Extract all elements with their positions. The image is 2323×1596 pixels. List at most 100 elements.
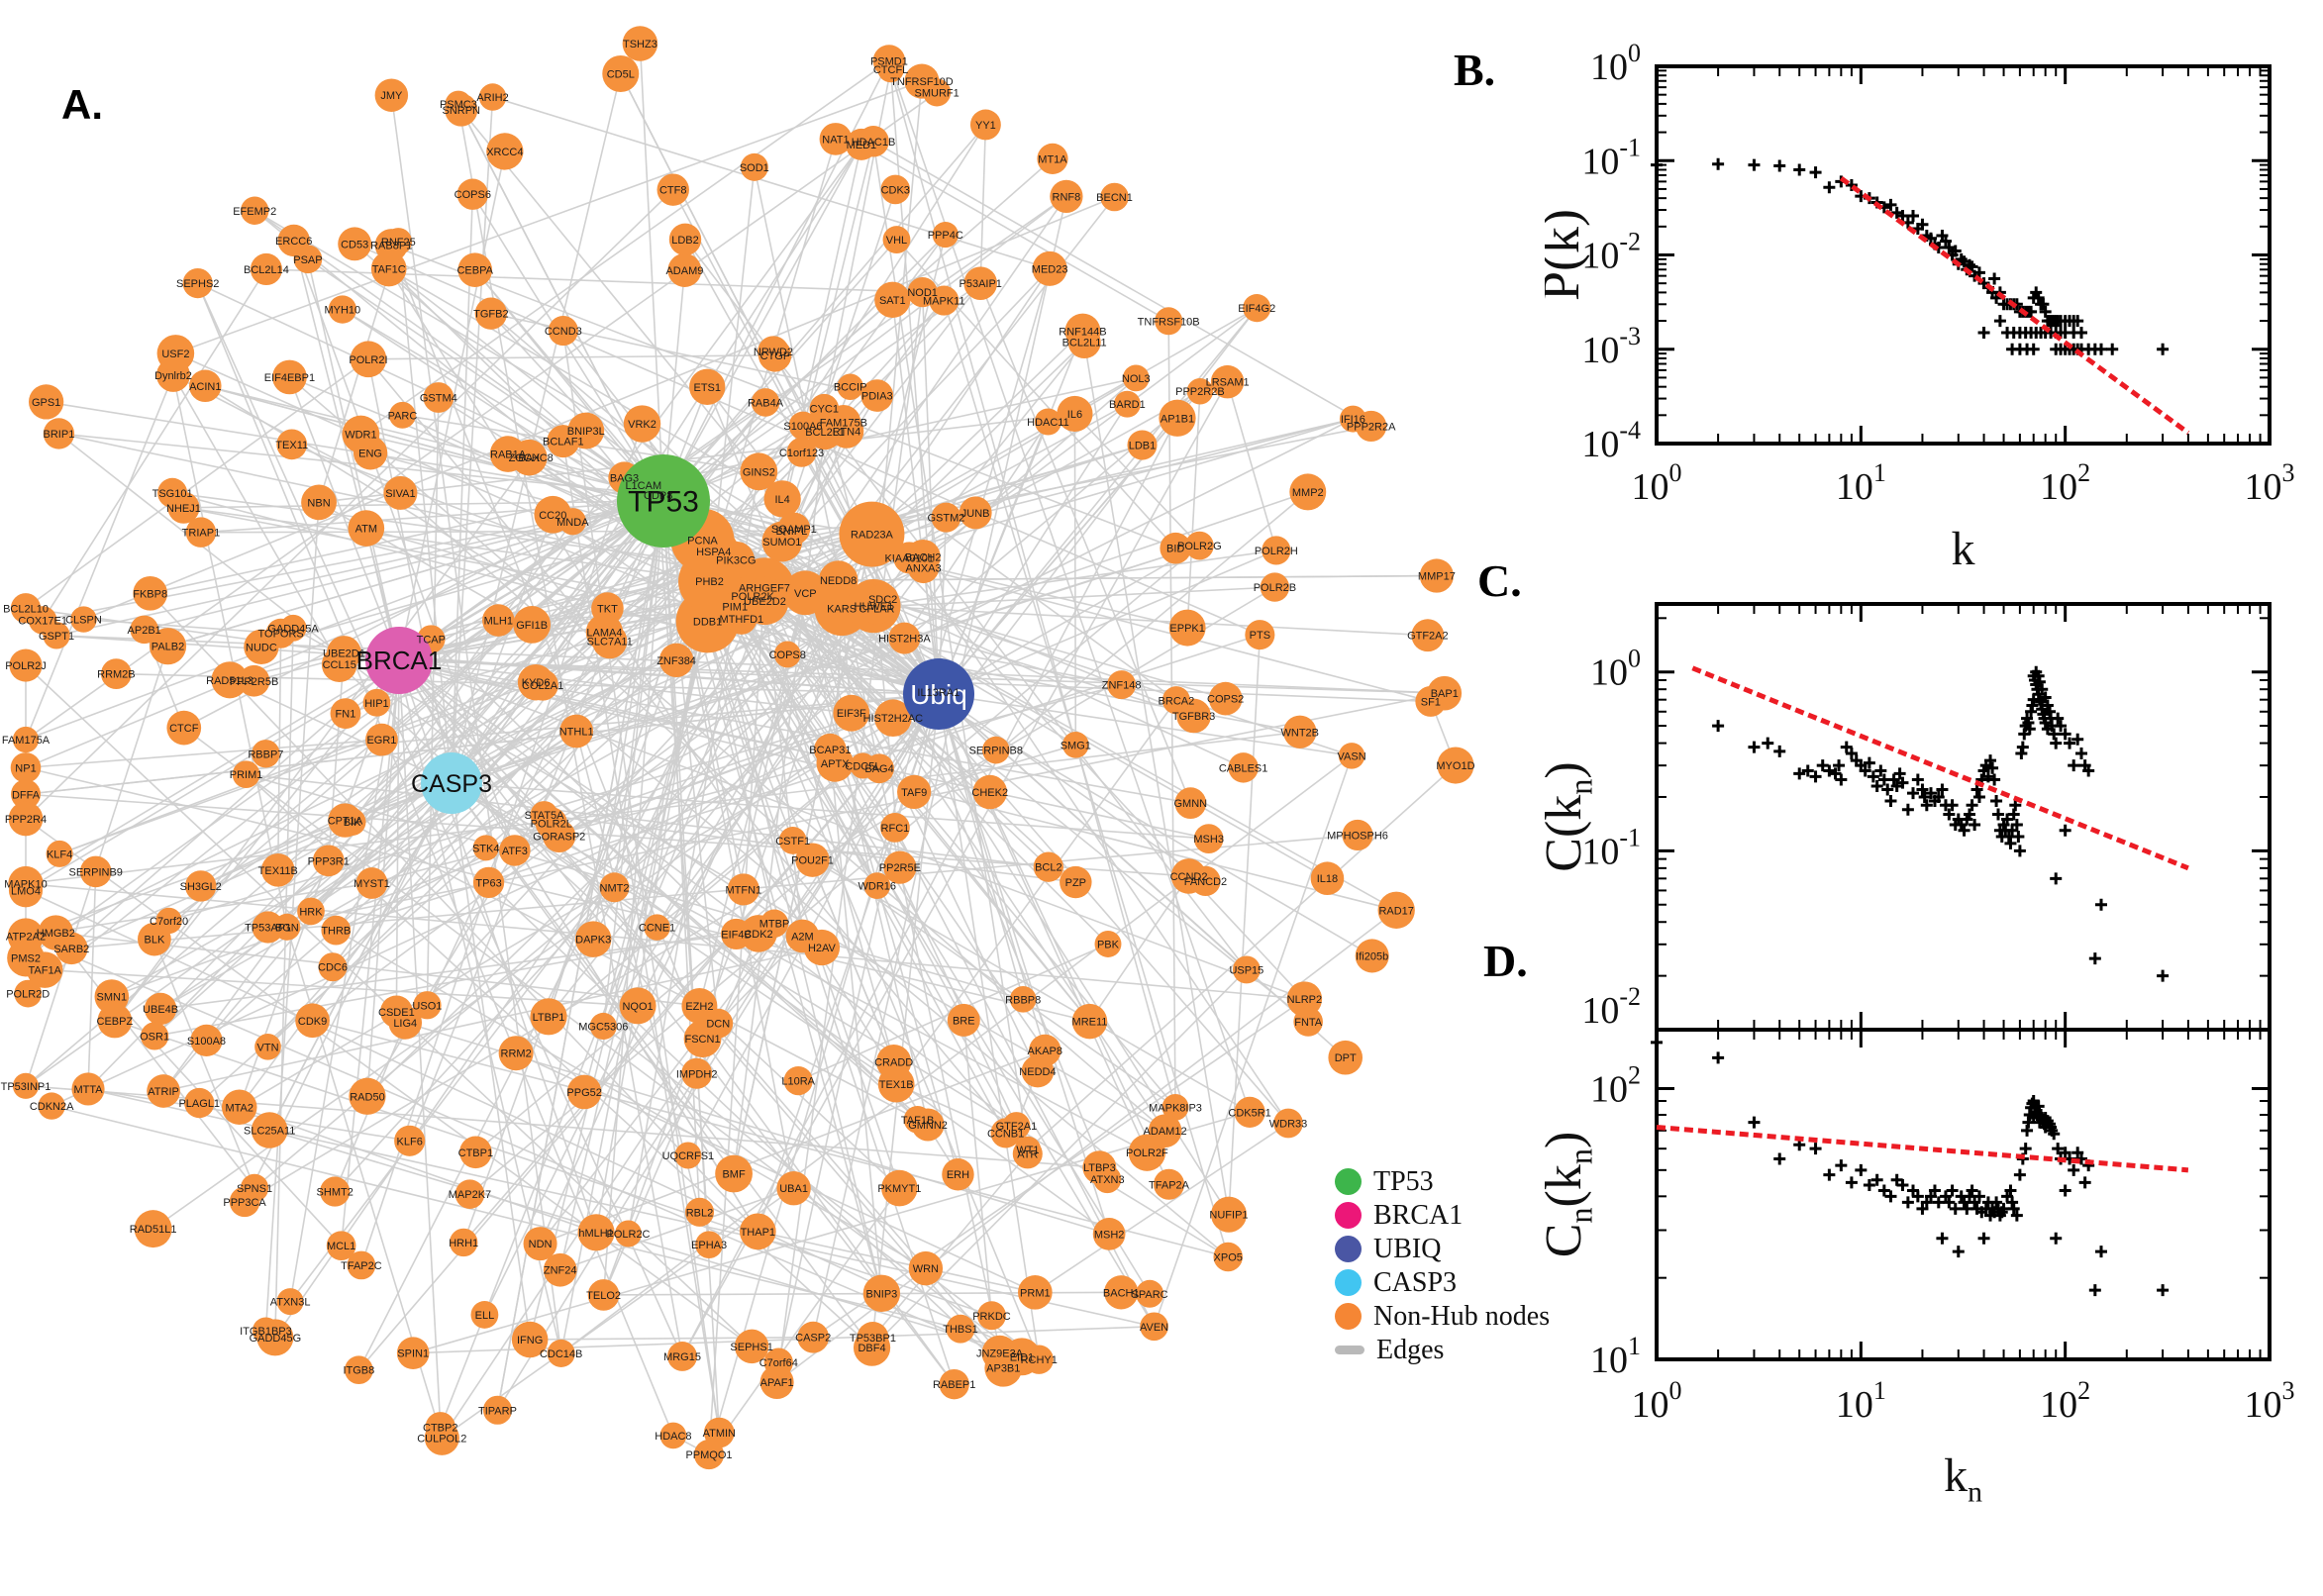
network-node-label: EIF4B [721,929,752,941]
network-node [1160,532,1192,564]
network-node [383,475,418,510]
network-node-label: USP15 [1229,964,1263,976]
network-node [1082,1150,1117,1185]
network-node-label: WDR1 [345,430,376,442]
network-node [877,55,904,83]
network-node-label: FSCN1 [685,1034,721,1046]
network-node [602,55,640,92]
network-node-label: ATM [355,524,377,536]
tick-label: 10-1 [1581,823,1641,872]
network-node-label: FAM175B [820,417,867,429]
node-swatch-icon [1335,1202,1362,1229]
network-node-label: MAP2K7 [449,1189,491,1201]
network-node [667,253,702,287]
network-node-label: IL13RA1 [917,687,960,699]
network-node-label: MYO1D [1436,760,1474,772]
network-node-label: LDB1 [1129,441,1157,452]
network-node-label: USF2 [161,349,189,360]
network-node-label: TSG101 [152,488,193,500]
network-node-label: L1CAM [625,480,661,492]
network-node [1437,747,1474,784]
hub-node-ubiq [903,658,974,730]
network-node-label: PZP [1065,877,1086,889]
network-node-label: SMURF1 [915,87,960,99]
network-node-label: CEBPA [456,265,493,277]
network-nodes [7,26,1474,1470]
network-node-label: AP1B1 [1161,413,1194,425]
hub-node-label: Ubiq [910,679,967,710]
network-node-label: UQCRFS1 [662,1150,715,1162]
network-node-label: BAG4 [864,763,893,775]
network-node-label: EIF4G2 [1238,303,1275,315]
network-node-label: TGFB2 [473,309,508,321]
tick-label: 102 [1590,1060,1641,1110]
network-node-label: KLF6 [397,1136,423,1147]
network-node [932,221,959,249]
tick-label: 102 [2040,458,2090,508]
network-node [295,1003,330,1039]
network-node [1127,430,1158,460]
network-node-label: NMT2 [600,882,630,894]
y-axis-label: C(kn​) [1545,761,1598,871]
network-node-label: TP53INP1 [1,1081,51,1093]
network-node-label: Dynlrb2 [154,370,192,382]
network-node [715,1154,753,1193]
network-node-label: NUDC [246,642,277,653]
network-node-label: HIST2H3A [878,634,931,646]
network-node-label: ERCC6 [275,236,312,248]
network-node [897,774,932,810]
chart-panel-C: 100 10-1 10-2 C(kn​) [1545,602,2272,1032]
network-node [166,710,202,746]
network-node [1168,609,1206,647]
network-node-label: STAT5A [525,810,565,822]
network-node-label: RRM2B [97,669,136,681]
legend-item: Non-Hub nodes [1335,1303,1550,1331]
network-node-label: MAPK10 [4,879,47,891]
node-swatch-icon [1335,1303,1362,1330]
network-node-label: CDK5R1 [1228,1107,1270,1119]
network-node-label: BACH2 [905,552,942,564]
network-node-label: PPP2R5B [230,676,279,688]
network-node-label: EPPK1 [1169,623,1204,635]
network-node-label: POLR2L [531,818,572,830]
node-swatch-icon [1335,1168,1362,1195]
fit-line [1839,176,2190,436]
network-node-label: GMNN2 [908,1120,948,1132]
network-node-label: S100A8 [187,1036,226,1047]
hub-node-label: TP53 [628,486,699,519]
network-node-label: ETS1 [693,382,721,394]
network-node-label: LIG4 [393,1018,417,1030]
network-node [10,752,42,783]
network-node [1092,1217,1126,1250]
network-node [221,1089,257,1126]
network-node-label: RBL2 [686,1207,714,1219]
network-node-label: RAD17 [1378,905,1413,917]
network-node-label: VTN [257,1042,279,1053]
network-node [423,382,454,413]
network-node [1234,1096,1265,1128]
network-node-label: BNIP3L [567,426,605,438]
network-node-label: IMPDH2 [676,1068,718,1080]
network-node-label: COPS6 [454,189,491,201]
network-node [1176,698,1211,734]
network-node [763,1347,793,1377]
network-node [28,384,64,420]
network-node-label: TNFRSF10B [1138,316,1200,328]
network-node [1283,715,1317,748]
network-node-label: MCL1 [327,1241,355,1252]
network-node-label: CTBP1 [458,1147,493,1159]
network-node [1411,619,1445,652]
plot-frame [1655,602,2272,1032]
network-node-label: UBE4B [143,1004,178,1016]
network-node [1184,531,1214,560]
network-node-label: SERPINB8 [969,746,1023,757]
network-node-label: RBBP7 [248,748,283,760]
network-node [517,663,555,701]
network-node [1009,985,1037,1013]
network-edges [25,43,1457,1455]
network-node-label: C7orf64 [759,1357,798,1369]
network-node [43,418,75,449]
network-node-label: PKMYT1 [877,1183,921,1195]
network-node-label: C1orf123 [779,448,824,459]
network-node [1136,1279,1164,1308]
